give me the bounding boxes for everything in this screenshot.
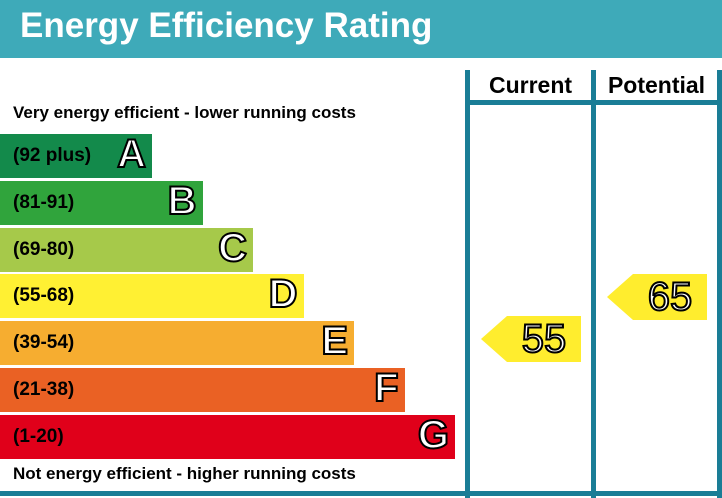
page-title: Energy Efficiency Rating [20,6,433,45]
frame-line-right [717,70,722,498]
band-letter: D [268,271,299,317]
bottom-caption: Not energy efficient - higher running co… [13,464,356,483]
potential-rating-arrow: 65 [607,273,707,320]
band-letter: A [116,131,147,177]
column-header-potential: Potential [607,72,706,98]
band-letter: B [167,178,198,224]
band-range-label: (55-68) [13,285,75,307]
band-range-label: (69-80) [13,238,75,260]
column-header-current: Current [488,72,573,98]
band-c: (69-80) C [0,225,253,272]
band-letter: C [217,225,248,271]
band-range-label: (1-20) [13,425,64,447]
frame-line-middle [591,70,596,498]
band-range-label: (21-38) [13,379,75,400]
current-rating-value: 55 [521,316,568,362]
band-letter: E [320,318,349,364]
band-b: (81-91) B [0,178,203,225]
potential-arrow-shape [607,273,707,320]
band-range-label: (39-54) [13,332,75,354]
band-f: (21-38) F [0,365,405,412]
current-arrow-shape [481,316,581,363]
frame-line-header [465,100,722,105]
band-letter: F [373,365,399,411]
current-rating-arrow: 55 [481,316,581,363]
band-range-label: (92 plus) [13,145,92,166]
band-range-label: (81-91) [13,191,75,213]
band-d: (55-68) D [0,271,304,319]
band-e: (39-54) E [0,318,354,366]
band-letter: G [417,412,450,458]
top-caption: Very energy efficient - lower running co… [13,103,356,122]
band-a: (92 plus) A [0,131,152,178]
frame-line-bottom [0,491,722,496]
band-g: (1-20) G [0,412,455,459]
potential-rating-value: 65 [647,274,694,320]
header-bar: Energy Efficiency Rating [0,0,722,58]
frame-line-left [465,70,470,498]
